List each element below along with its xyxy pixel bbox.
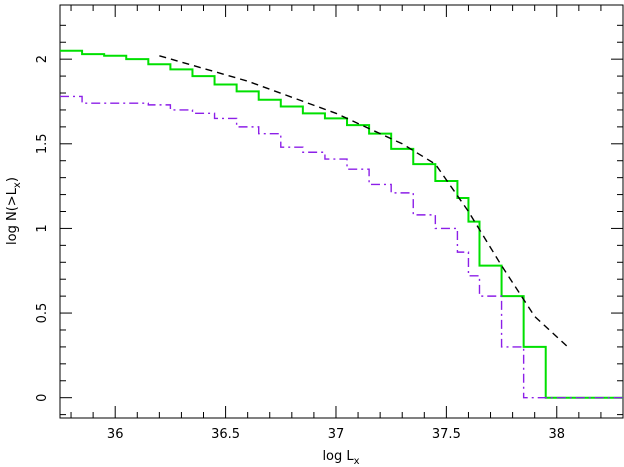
- x-axis-title: log Lx: [322, 449, 359, 467]
- y-axis-title-pre: log N(>L: [5, 187, 20, 245]
- x-axis-title-main: log L: [322, 449, 354, 464]
- series-line-3: [159, 55, 569, 348]
- x-tick-label: 37.5: [432, 427, 461, 442]
- x-tick-label: 36.5: [211, 427, 240, 442]
- axis-tick-labels: 36 36.5 37 37.5 38 0 0.5 1 1.5 2: [35, 55, 565, 442]
- x-tick-label: 37: [328, 427, 345, 442]
- x-axis-title-sub: x: [354, 456, 360, 467]
- y-axis-title-post: ): [5, 177, 20, 182]
- plot-frame: [59, 4, 624, 419]
- y-tick-label: 1: [35, 224, 50, 232]
- series-layer: [60, 49, 623, 399]
- y-tick-label: 0: [35, 394, 50, 402]
- y-tick-label: 2: [35, 55, 50, 63]
- series-line-2: [60, 95, 623, 399]
- y-axis-title-sub: x: [12, 182, 23, 188]
- y-tick-label: 0.5: [35, 303, 50, 324]
- y-tick-label: 1.5: [35, 133, 50, 154]
- series-line-1: [60, 49, 623, 399]
- y-axis-title: log N(>Lx): [5, 177, 23, 245]
- x-tick-label: 38: [548, 427, 565, 442]
- axis-ticks: [60, 5, 623, 418]
- x-tick-label: 36: [107, 427, 124, 442]
